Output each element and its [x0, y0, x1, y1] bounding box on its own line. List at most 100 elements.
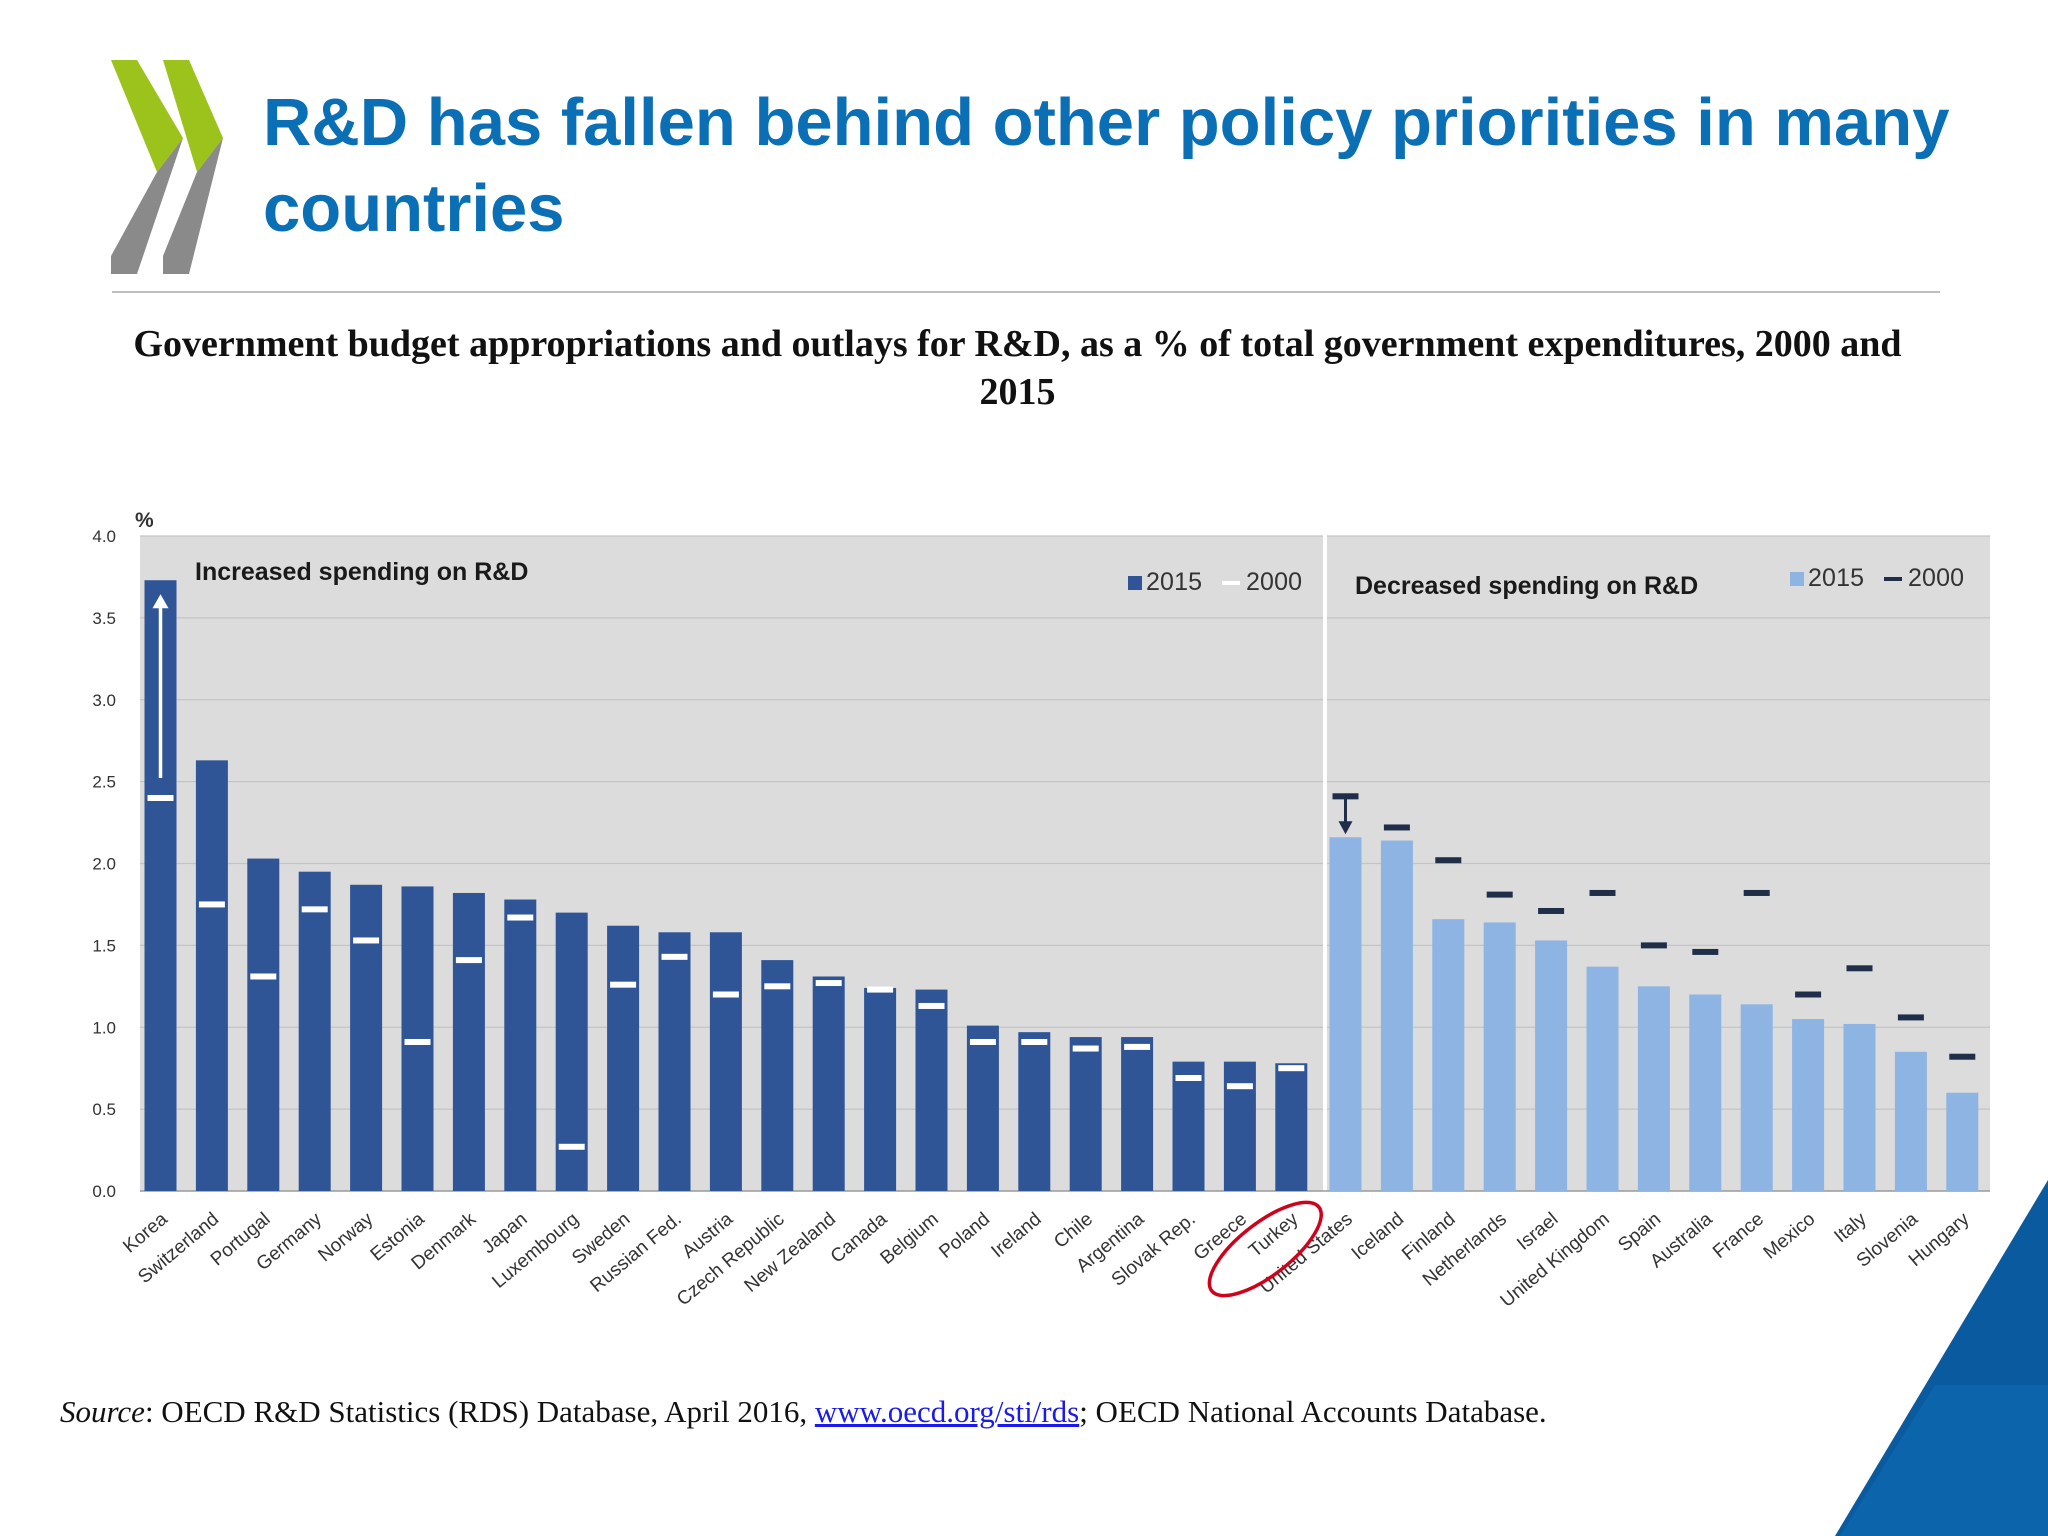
- logo-gray-chevron-left: [111, 138, 183, 274]
- legend-label-2015-decreased: 2015: [1808, 564, 1864, 592]
- bar-2015-japan: [504, 899, 537, 1191]
- marker-2000-mexico: [1795, 991, 1822, 998]
- marker-2000-chile: [1072, 1045, 1099, 1052]
- source-label: Source: [60, 1394, 145, 1429]
- bar-2015-austria: [709, 932, 742, 1191]
- highlight-circle-turkey: [1207, 1200, 1323, 1298]
- marker-2000-iceland: [1383, 824, 1410, 831]
- source-link[interactable]: www.oecd.org/sti/rds: [814, 1394, 1080, 1429]
- marker-2000-italy: [1846, 965, 1873, 972]
- legend-swatch-2000-increased: [1222, 581, 1240, 585]
- marker-2000-new-zealand: [815, 980, 842, 987]
- marker-2000-estonia: [404, 1038, 431, 1045]
- marker-2000-israel: [1538, 907, 1565, 914]
- bar-2015-canada: [864, 987, 897, 1191]
- marker-2000-czech-republic: [764, 983, 791, 990]
- marker-2000-spain: [1640, 942, 1667, 949]
- source-note: Source: OECD R&D Statistics (RDS) Databa…: [60, 1392, 1820, 1432]
- arrow-down-us-head: [1338, 821, 1353, 835]
- source-text-before: : OECD R&D Statistics (RDS) Database, Ap…: [144, 1394, 815, 1429]
- marker-2000-luxembourg: [558, 1143, 585, 1150]
- marker-2000-norway: [353, 937, 380, 944]
- y-tick-label: 3.5: [92, 609, 116, 628]
- marker-2000-japan: [507, 914, 534, 921]
- bar-2015-chile: [1069, 1037, 1102, 1191]
- marker-2000-france: [1743, 889, 1770, 896]
- marker-2000-slovenia: [1897, 1014, 1924, 1021]
- arrow-up-korea-head: [152, 594, 169, 609]
- bar-2015-belgium: [915, 989, 948, 1191]
- bar-2015-united-states: [1329, 837, 1362, 1191]
- legend-swatch-2015-increased: [1128, 576, 1142, 590]
- marker-2000-slovak-rep: [1175, 1075, 1202, 1082]
- slide-title: R&D has fallen behind other policy prior…: [263, 85, 1950, 246]
- marker-2000-netherlands: [1486, 891, 1513, 898]
- bar-2015-netherlands: [1483, 922, 1516, 1191]
- bar-2015-norway: [350, 884, 383, 1191]
- bar-2015-slovak-rep: [1172, 1061, 1205, 1191]
- bar-2015-denmark: [452, 892, 485, 1191]
- y-tick-label: 2.5: [92, 773, 116, 792]
- marker-2000-argentina: [1124, 1043, 1151, 1050]
- marker-2000-ireland: [1021, 1038, 1048, 1045]
- arrow-down-us-cap: [1332, 793, 1359, 798]
- bar-2015-estonia: [401, 886, 434, 1191]
- bar-2015-turkey: [1275, 1063, 1308, 1191]
- panel-divider: [1323, 534, 1327, 1191]
- bar-2015-switzerland: [195, 760, 228, 1191]
- y-axis-label: %: [135, 509, 154, 532]
- y-tick-label: 4.0: [92, 527, 116, 546]
- group-label-increased: Increased spending on R&D: [195, 558, 528, 586]
- marker-2000-germany: [301, 906, 328, 913]
- corner-triangle-light: [1840, 1385, 2048, 1536]
- bar-2015-czech-republic: [761, 960, 794, 1191]
- marker-2000-poland: [969, 1038, 996, 1045]
- marker-2000-denmark: [455, 957, 482, 964]
- title-divider: [112, 291, 1940, 293]
- marker-2000-portugal: [250, 973, 277, 980]
- bar-2015-italy: [1843, 1023, 1876, 1191]
- bar-2015-united-kingdom: [1586, 966, 1619, 1191]
- bar-2015-australia: [1689, 994, 1722, 1191]
- bar-2015-new-zealand: [812, 976, 845, 1191]
- bar-2015-mexico: [1792, 1019, 1825, 1191]
- marker-2000-australia: [1692, 948, 1719, 955]
- bar-2015-greece: [1223, 1061, 1256, 1191]
- y-tick-label: 1.5: [92, 936, 116, 955]
- legend-swatch-2000-decreased: [1884, 577, 1902, 581]
- marker-2000-sweden: [610, 981, 637, 988]
- marker-2000-greece: [1226, 1083, 1253, 1090]
- marker-2000-turkey: [1278, 1065, 1305, 1072]
- bar-2015-russian-fed: [658, 932, 691, 1191]
- y-tick-label: 0.0: [92, 1182, 116, 1201]
- logo-green-chevron-left: [111, 60, 183, 172]
- legend-label-2015-increased: 2015: [1146, 568, 1202, 596]
- marker-2000-hungary: [1949, 1053, 1976, 1060]
- bar-2015-france: [1740, 1004, 1773, 1191]
- legend-label-2000-decreased: 2000: [1908, 564, 1964, 592]
- marker-2000-russian-fed: [661, 953, 688, 960]
- group-label-decreased: Decreased spending on R&D: [1355, 572, 1698, 600]
- y-tick-label: 3.0: [92, 691, 116, 710]
- source-text-after: ; OECD National Accounts Database.: [1079, 1394, 1547, 1429]
- logo-green-chevron-right: [163, 60, 223, 172]
- bar-2015-sweden: [607, 925, 640, 1191]
- bar-2015-ireland: [1018, 1032, 1051, 1191]
- marker-2000-belgium: [918, 1002, 945, 1009]
- y-tick-label: 2.0: [92, 855, 116, 874]
- marker-2000-finland: [1435, 857, 1462, 864]
- y-tick-label: 1.0: [92, 1018, 116, 1037]
- bar-2015-argentina: [1121, 1037, 1154, 1191]
- bar-2015-slovenia: [1894, 1051, 1927, 1191]
- legend-swatch-2015-decreased: [1790, 572, 1804, 586]
- bar-2015-iceland: [1380, 840, 1413, 1191]
- bar-2015-finland: [1432, 919, 1465, 1191]
- oecd-logo: [111, 60, 223, 274]
- logo-gray-chevron-right: [163, 138, 223, 274]
- bar-2015-hungary: [1946, 1092, 1979, 1191]
- legend-label-2000-increased: 2000: [1246, 568, 1302, 596]
- marker-2000-korea: [147, 795, 174, 801]
- marker-2000-canada: [867, 986, 894, 993]
- marker-2000-united-kingdom: [1589, 889, 1616, 896]
- bar-2015-poland: [966, 1025, 999, 1191]
